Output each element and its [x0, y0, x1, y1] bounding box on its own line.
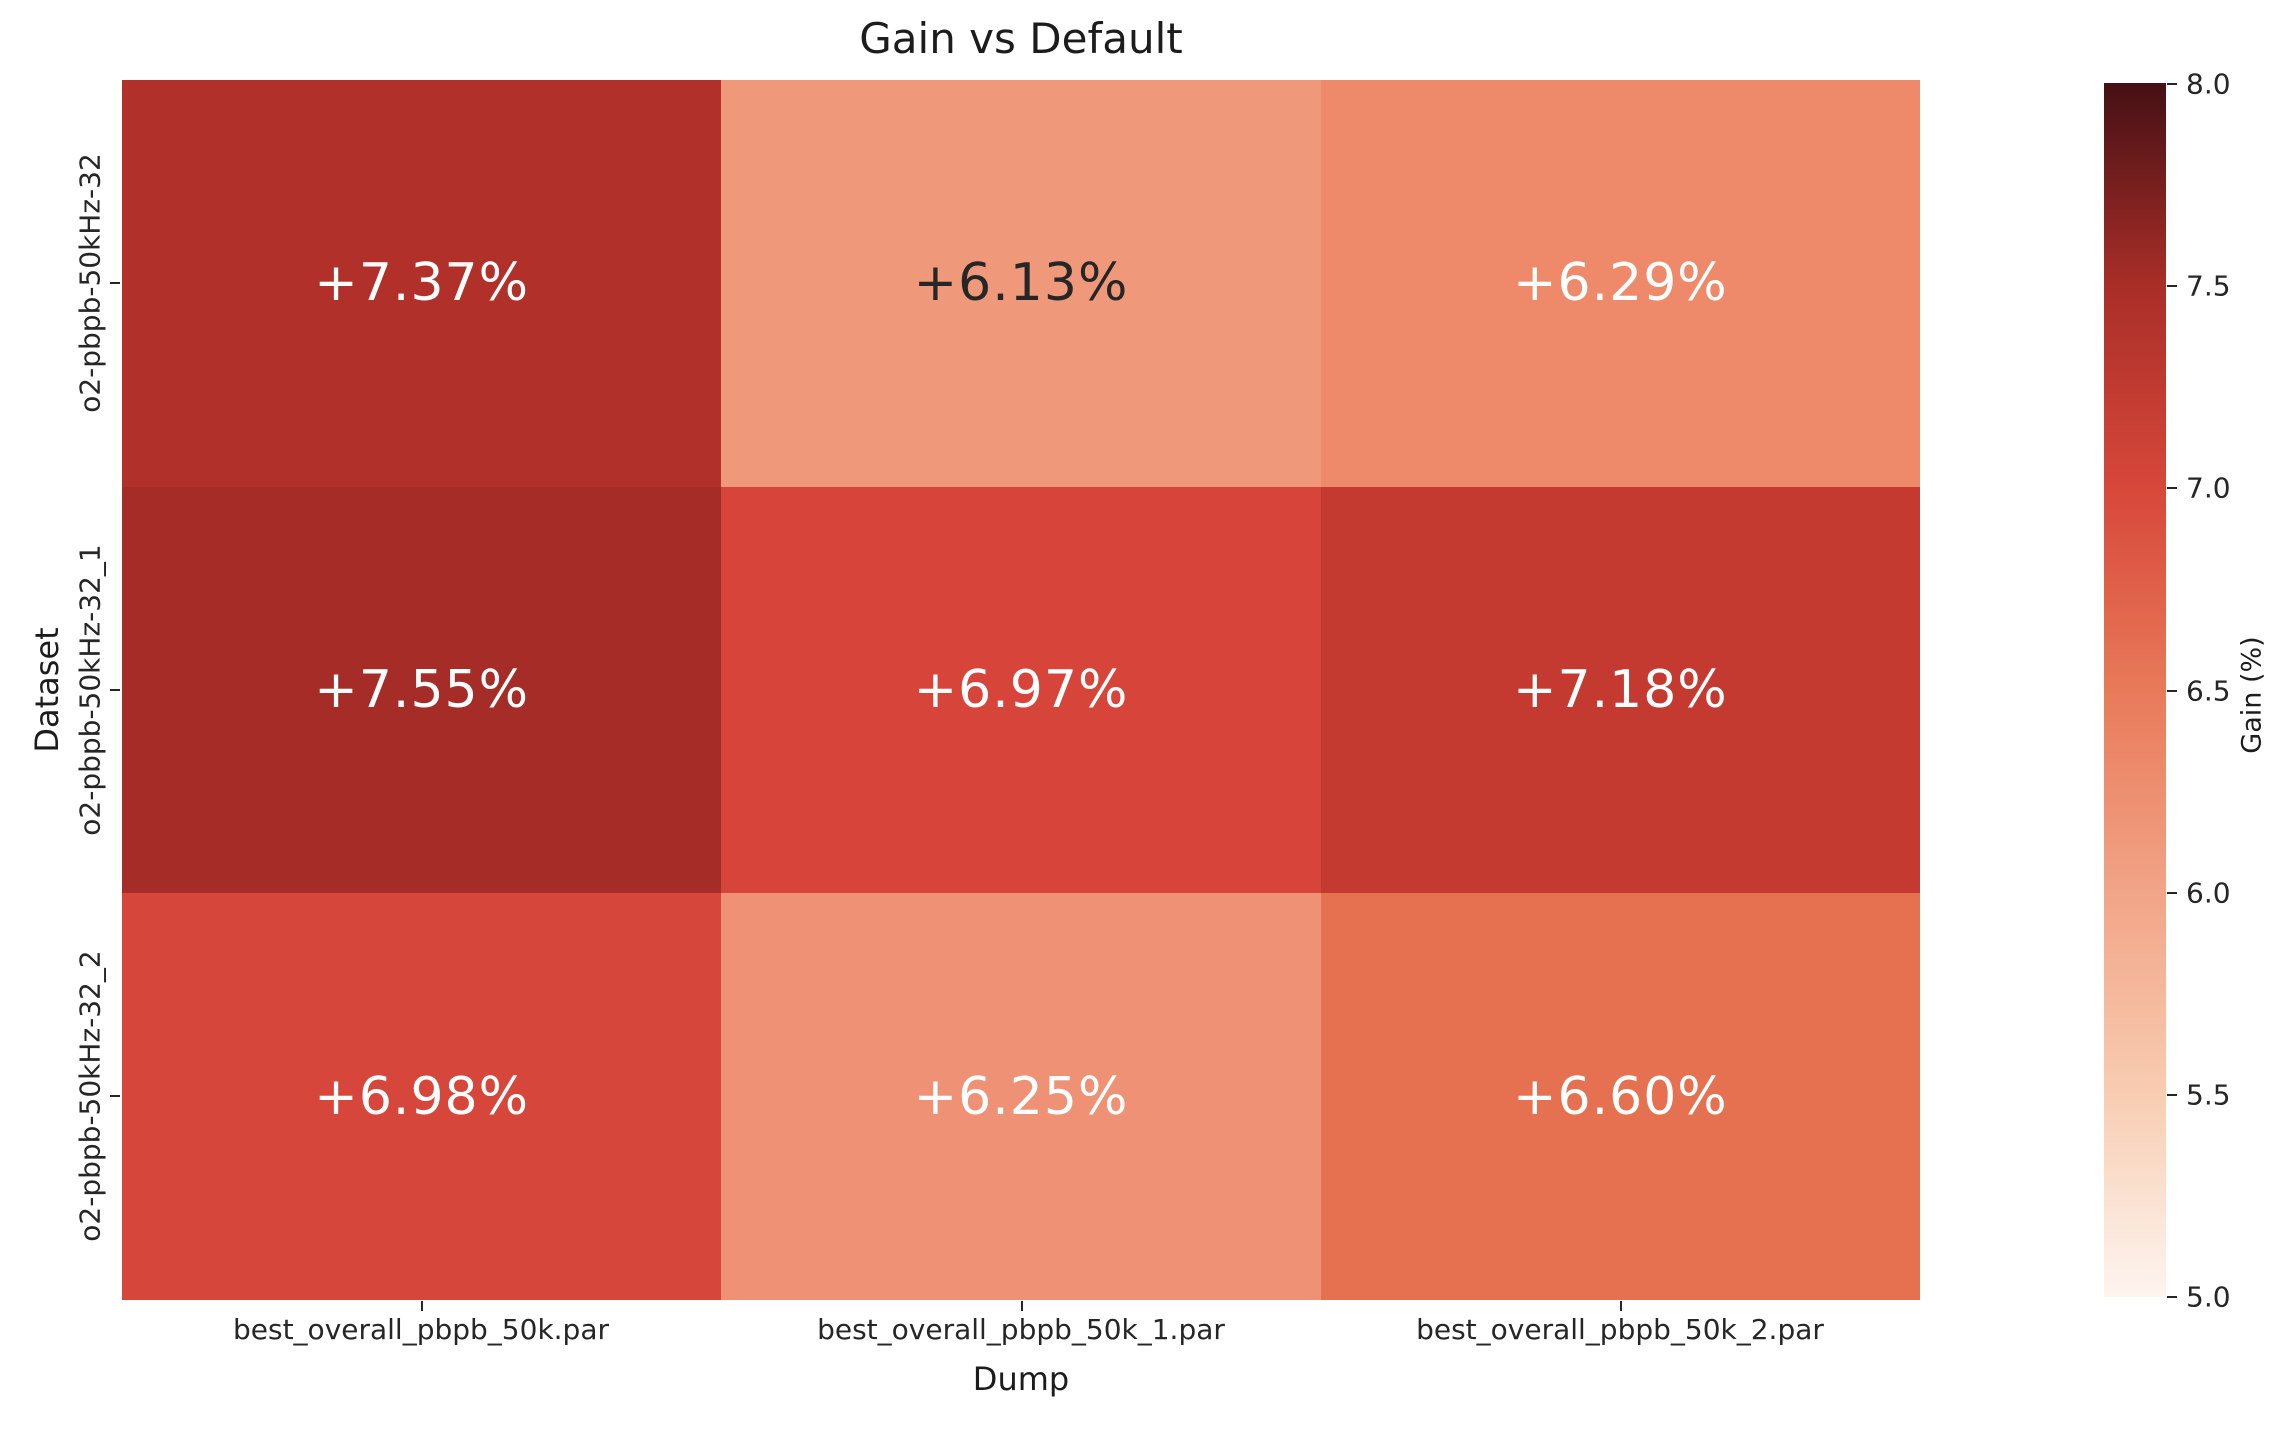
x-tick-label: best_overall_pbpb_50k.par	[232, 1313, 610, 1346]
colorbar-tick	[2167, 487, 2177, 489]
x-tick-label: best_overall_pbpb_50k_2.par	[1416, 1313, 1824, 1346]
colorbar-tick	[2167, 1296, 2177, 1298]
cell-value-label: +6.60%	[1512, 1066, 1728, 1127]
colorbar-tick-label: 6.0	[2186, 876, 2231, 910]
colorbar-tick	[2167, 285, 2177, 287]
colorbar-tick	[2167, 1094, 2177, 1096]
heatmap-cell-r0c0: +7.37%	[122, 80, 722, 487]
heatmap-cell-r1c1: +6.97%	[721, 486, 1321, 894]
y-axis-tick	[110, 689, 120, 691]
cell-value-label: +7.37%	[314, 253, 530, 314]
y-tick-label: o2-pbpb-50kHz-32_1	[73, 544, 107, 836]
colorbar-tick-label: 6.5	[2186, 674, 2231, 708]
colorbar-tick	[2167, 690, 2177, 692]
y-tick-label: o2-pbpb-50kHz-32_2	[73, 950, 107, 1242]
x-axis-label: Dump	[972, 1360, 1070, 1398]
colorbar-tick-label: 8.0	[2186, 67, 2231, 101]
heatmap-cell-r1c2: +7.18%	[1320, 486, 1920, 894]
heatmap-grid: +7.37% +6.13% +6.29% +7.55% +6.97% +7.18…	[122, 80, 1920, 1300]
y-axis-label: Dataset	[28, 627, 66, 753]
colorbar-tick-label: 5.0	[2186, 1280, 2231, 1314]
colorbar-tick	[2167, 83, 2177, 85]
x-axis-tick	[1620, 1301, 1622, 1311]
y-axis-tick	[110, 1095, 120, 1097]
colorbar-tick-label: 7.0	[2186, 471, 2231, 505]
cell-value-label: +6.25%	[913, 1066, 1129, 1127]
cell-value-label: +6.98%	[314, 1066, 530, 1127]
heatmap-cell-r2c2: +6.60%	[1320, 893, 1920, 1300]
colorbar-axis-label: Gain (%)	[2236, 636, 2268, 754]
colorbar-tick-label: 5.5	[2186, 1078, 2231, 1112]
cell-value-label: +6.29%	[1512, 253, 1728, 314]
x-tick-label: best_overall_pbpb_50k_1.par	[817, 1313, 1225, 1346]
colorbar-tick-label: 7.5	[2186, 269, 2231, 303]
y-axis-tick	[110, 282, 120, 284]
x-axis-tick	[421, 1301, 423, 1311]
chart-title: Gain vs Default	[859, 14, 1183, 63]
heatmap-cell-r2c0: +6.98%	[122, 893, 722, 1300]
x-axis-tick	[1021, 1301, 1023, 1311]
heatmap-cell-r0c2: +6.29%	[1320, 80, 1920, 487]
colorbar-gradient	[2104, 83, 2166, 1297]
heatmap-cell-r0c1: +6.13%	[721, 80, 1321, 487]
heatmap-cell-r2c1: +6.25%	[721, 893, 1321, 1300]
cell-value-label: +6.13%	[913, 253, 1129, 314]
heatmap-cell-r1c0: +7.55%	[122, 486, 722, 894]
y-tick-label: o2-pbpb-50kHz-32	[73, 153, 107, 413]
cell-value-label: +7.55%	[314, 659, 530, 720]
cell-value-label: +6.97%	[913, 659, 1129, 720]
cell-value-label: +7.18%	[1512, 659, 1728, 720]
colorbar-tick	[2167, 892, 2177, 894]
